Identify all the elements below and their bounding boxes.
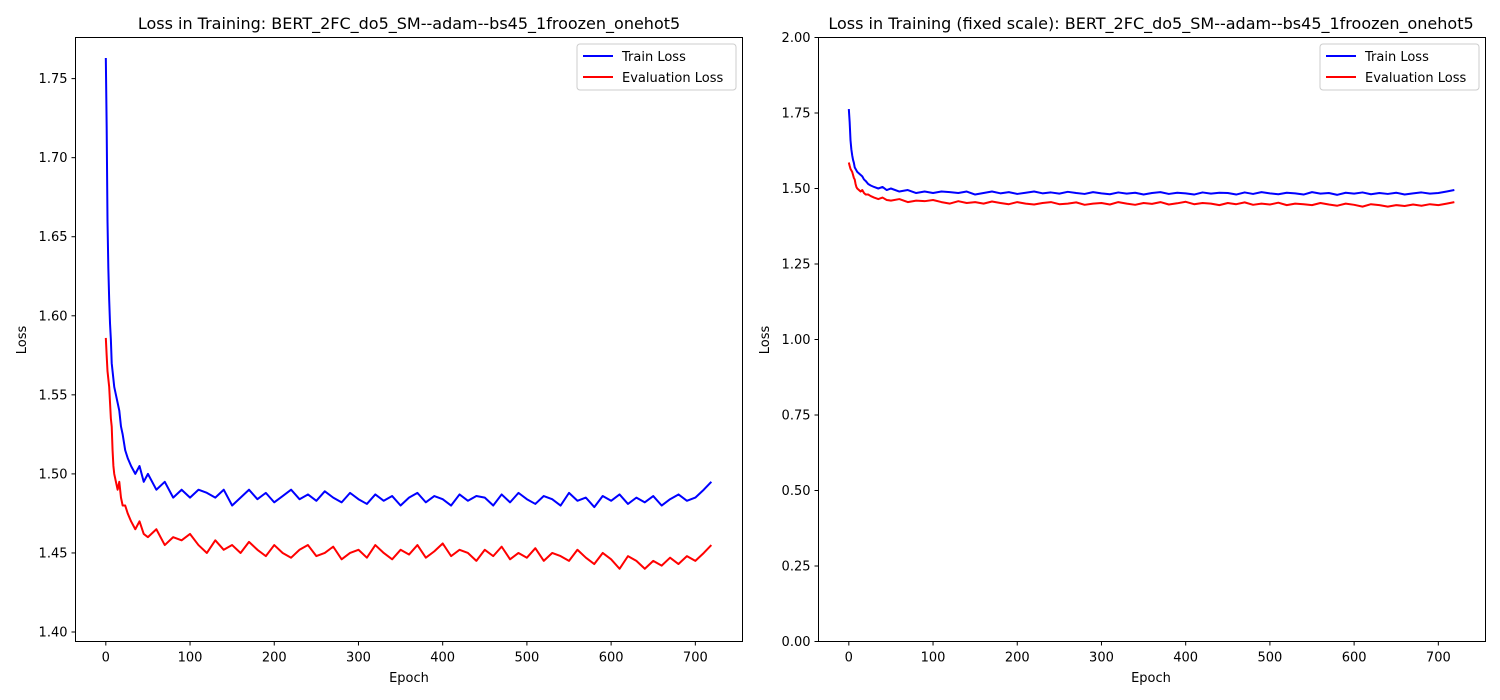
y-tick-label: 1.40 — [39, 626, 68, 641]
chart-panel-right: Loss in Training (fixed scale): BERT_2FC… — [758, 14, 1486, 686]
x-tick-label: 700 — [683, 651, 708, 666]
plot-area: 0 100 200 300 400 500 600 700 1.401.451.501.551… — [39, 37, 743, 666]
y-tick-label: 0.00 — [782, 635, 811, 650]
y-tick-label: 1.55 — [39, 388, 68, 403]
x-tick-label: 100 — [921, 651, 946, 666]
x-tick-label: 500 — [1257, 651, 1282, 666]
x-ticks: 0 100 200 300 400 500 600 700 — [102, 641, 708, 666]
x-tick-label: 400 — [1173, 651, 1198, 666]
legend: Train Loss Evaluation Loss — [1319, 43, 1480, 91]
legend: Train Loss Evaluation Loss — [576, 43, 737, 91]
x-axis-label: Epoch — [389, 671, 429, 686]
x-axis-label: Epoch — [1131, 671, 1171, 686]
series-line-train-loss — [847, 109, 1455, 196]
legend-label-train: Train Loss — [1364, 50, 1429, 65]
x-tick-label: 400 — [430, 651, 455, 666]
plot-area: 0 100 200 300 400 500 600 700 0.00 0.25 0.50 0.75 1… — [782, 31, 1486, 666]
y-tick-label: 1.75 — [39, 72, 68, 87]
y-tick-label: 0.50 — [782, 484, 811, 499]
y-tick-label: 1.75 — [782, 107, 811, 122]
y-tick-label: 1.50 — [782, 182, 811, 197]
x-tick-label: 200 — [262, 651, 287, 666]
y-tick-label: 1.50 — [39, 467, 68, 482]
legend-label-train: Train Loss — [621, 50, 686, 65]
y-tick-label: 1.70 — [39, 151, 68, 166]
x-tick-label: 600 — [599, 651, 624, 666]
y-tick-label: 1.60 — [39, 309, 68, 324]
legend-box — [1319, 43, 1480, 91]
x-tick-label: 0 — [102, 651, 110, 666]
series-line-train-loss — [104, 58, 713, 509]
y-axis-label: Loss — [758, 326, 773, 355]
chart-title: Loss in Training: BERT_2FC_do5_SM--adam-… — [138, 14, 680, 34]
y-tick-label: 1.65 — [39, 230, 68, 245]
y-axis-label: Loss — [15, 326, 30, 355]
axes-frame — [75, 37, 743, 642]
y-ticks: 0.00 0.25 0.50 0.75 1.00 1.25 1.50 1.75 2.00 — [782, 31, 819, 650]
legend-box — [576, 43, 737, 91]
y-tick-label: 2.00 — [782, 31, 811, 46]
y-tick-label: 1.25 — [782, 258, 811, 273]
y-tick-label: 1.45 — [39, 546, 68, 561]
x-tick-label: 300 — [346, 651, 371, 666]
x-tick-label: 200 — [1005, 651, 1030, 666]
y-tick-label: 0.25 — [782, 560, 811, 575]
x-tick-label: 100 — [178, 651, 203, 666]
chart-panel-left: Loss in Training: BERT_2FC_do5_SM--adam-… — [15, 14, 743, 686]
series-lines — [847, 109, 1455, 208]
series-line-evaluation-loss — [104, 337, 713, 570]
x-tick-label: 600 — [1342, 651, 1367, 666]
x-tick-label: 300 — [1089, 651, 1114, 666]
y-tick-label: 0.75 — [782, 409, 811, 424]
x-tick-label: 700 — [1426, 651, 1451, 666]
chart-title: Loss in Training (fixed scale): BERT_2FC… — [828, 14, 1473, 34]
x-ticks: 0 100 200 300 400 500 600 700 — [845, 641, 1451, 666]
y-ticks: 1.40 1.45 1.50 1.55 1.60 1.65 1.70 1.75 — [39, 72, 76, 641]
x-tick-label: 500 — [514, 651, 539, 666]
series-line-evaluation-loss — [847, 162, 1455, 208]
legend-label-eval: Evaluation Loss — [622, 71, 723, 86]
series-lines — [104, 58, 713, 570]
legend-label-eval: Evaluation Loss — [1365, 71, 1466, 86]
x-tick-label: 0 — [845, 651, 853, 666]
y-tick-label: 1.00 — [782, 333, 811, 348]
